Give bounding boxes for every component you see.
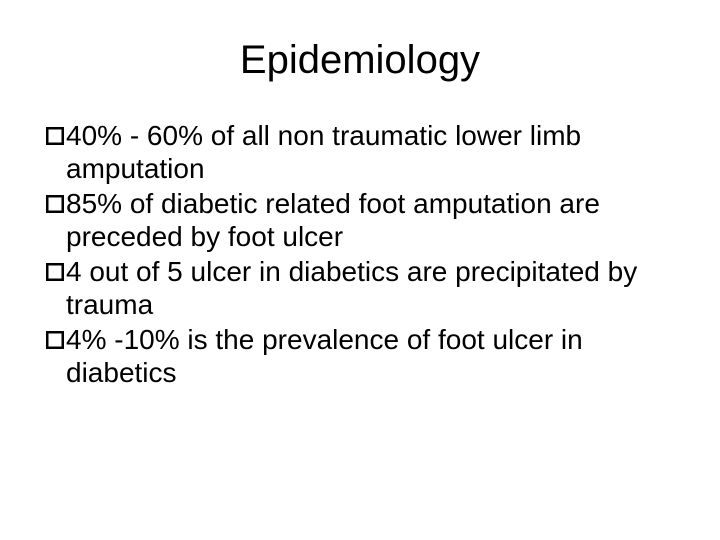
bullet-text: 4% -10% is the prevalence of foot ulcer … bbox=[66, 323, 676, 389]
square-bullet-icon bbox=[46, 127, 64, 145]
square-bullet-icon bbox=[46, 195, 64, 213]
square-bullet-icon bbox=[46, 263, 64, 281]
bullet-text: 40% - 60% of all non traumatic lower lim… bbox=[66, 119, 676, 185]
bullet-item: 40% - 60% of all non traumatic lower lim… bbox=[46, 119, 680, 185]
slide-title: Epidemiology bbox=[40, 38, 680, 83]
bullet-item: 4% -10% is the prevalence of foot ulcer … bbox=[46, 323, 680, 389]
bullet-item: 85% of diabetic related foot amputation … bbox=[46, 187, 680, 253]
bullet-list: 40% - 60% of all non traumatic lower lim… bbox=[40, 119, 680, 389]
bullet-text: 4 out of 5 ulcer in diabetics are precip… bbox=[66, 255, 676, 321]
slide: Epidemiology 40% - 60% of all non trauma… bbox=[0, 0, 720, 540]
square-bullet-icon bbox=[46, 331, 64, 349]
bullet-item: 4 out of 5 ulcer in diabetics are precip… bbox=[46, 255, 680, 321]
bullet-text: 85% of diabetic related foot amputation … bbox=[66, 187, 676, 253]
